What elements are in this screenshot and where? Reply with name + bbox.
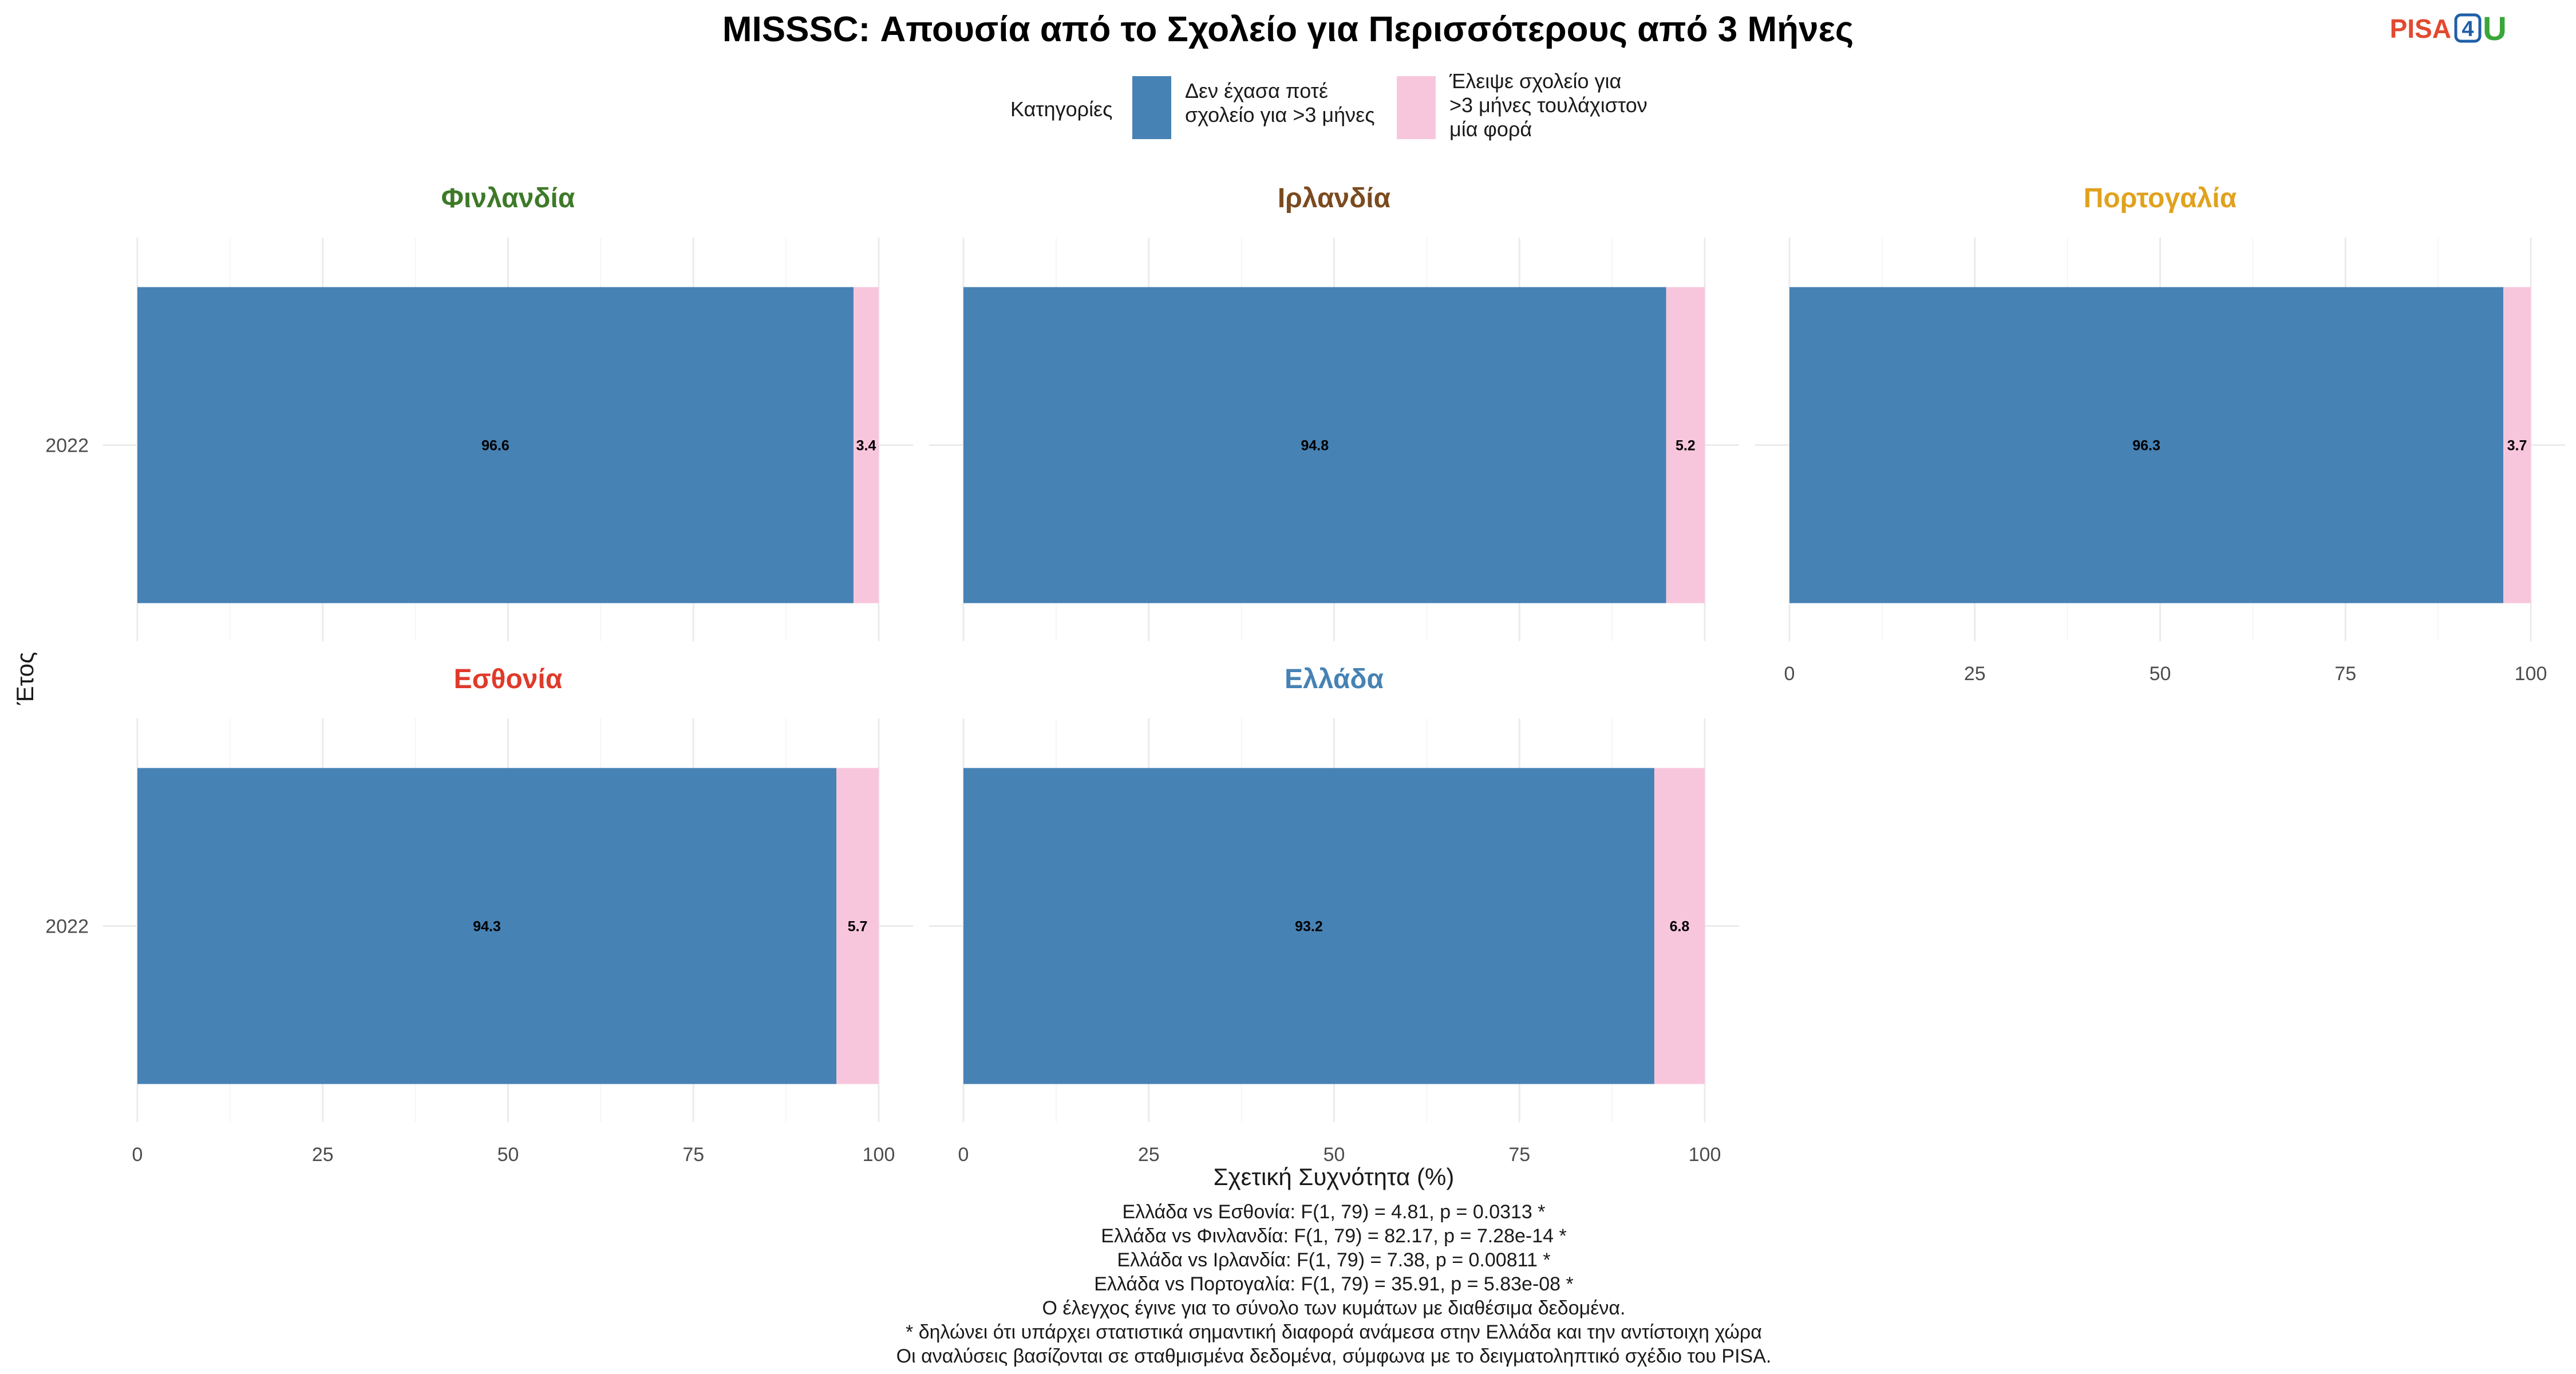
legend-label-line: Έλειψε σχολείο για [1449, 69, 1621, 93]
logo-text-four: 4 [2462, 17, 2474, 41]
legend-key-missed [1397, 76, 1436, 139]
panel-title: Ελλάδα [1285, 664, 1384, 694]
legend-label-line: σχολείο για >3 μήνες [1185, 103, 1375, 127]
x-tick-label: 50 [497, 1144, 519, 1166]
logo-four-box [2454, 13, 2482, 43]
x-tick-label: 0 [958, 1144, 969, 1166]
data-label: 5.2 [1676, 438, 1696, 454]
data-label: 3.7 [2507, 438, 2527, 454]
data-label: 93.2 [1295, 919, 1323, 935]
facet-panels: Φινλανδία 96.6 3.4 2022 Ιρλανδία 94.8 5.2 Πορτο… [45, 183, 2565, 1166]
panel-title: Ιρλανδία [1278, 183, 1391, 214]
x-tick-label: 50 [1323, 1144, 1345, 1166]
x-axis-title: Σχετική Συχνότητα (%) [1214, 1163, 1455, 1190]
panel-5: Ελλάδα 93.2 6.8 0 25 50 75 100 [929, 664, 1739, 1166]
bar-segment [1789, 287, 2504, 603]
chart-title: MISSSC: Απουσία από το Σχολείο για Περισ… [722, 10, 1854, 49]
bar-segment [963, 768, 1654, 1084]
panel-title: Φινλανδία [441, 183, 575, 214]
legend-label-never: Δεν έχασα ποτέ σχολείο για >3 μήνες [1185, 79, 1375, 127]
x-tick-label: 75 [682, 1144, 704, 1166]
legend-label-line: Δεν έχασα ποτέ [1185, 79, 1328, 102]
panel-1: Φινλανδία 96.6 3.4 2022 [45, 183, 913, 641]
x-tick-label: 25 [312, 1144, 334, 1166]
panel-title: Εσθονία [454, 664, 563, 694]
bar-segment [853, 287, 879, 603]
footnote-line: Ελλάδα vs Εσθονία: F(1, 79) = 4.81, p = … [1122, 1201, 1545, 1223]
x-tick-label: 100 [1689, 1144, 1721, 1166]
logo-text-pisa: PISA [2390, 14, 2451, 44]
data-label: 94.8 [1301, 438, 1329, 454]
legend-label-missed: Έλειψε σχολείο για >3 μήνες τουλάχιστον μί… [1449, 69, 1647, 141]
logo-text-u: U [2483, 10, 2507, 48]
data-label: 96.3 [2132, 438, 2160, 454]
data-label: 94.3 [473, 919, 501, 935]
x-tick-label: 25 [1138, 1144, 1160, 1166]
x-tick-label: 0 [1784, 663, 1795, 685]
x-tick-label: 25 [1964, 663, 1986, 685]
bar-segment [137, 287, 854, 603]
bar-segment [137, 768, 837, 1084]
x-tick-label: 75 [1508, 1144, 1530, 1166]
x-tick-label: 75 [2334, 663, 2356, 685]
x-tick-label: 100 [863, 1144, 895, 1166]
footnotes: Ελλάδα vs Εσθονία: F(1, 79) = 4.81, p = … [896, 1201, 1772, 1367]
panel-3: Πορτογαλία 96.3 3.7 0 25 50 75 100 [1755, 183, 2565, 685]
x-tick-label: 0 [132, 1144, 143, 1166]
legend-label-line: >3 μήνες τουλάχιστον [1449, 93, 1647, 117]
panel-4: Εσθονία 94.3 5.7 2022 0 25 50 75 100 [45, 664, 913, 1166]
bar-segment [836, 768, 879, 1084]
legend-key-never [1132, 76, 1171, 139]
data-label: 5.7 [848, 919, 868, 935]
pisa4u-logo: PISA 4 U [2390, 10, 2507, 48]
footnote-line: Ο έλεγχος έγινε για το σύνολο των κυμάτω… [1042, 1297, 1626, 1319]
legend-title: Κατηγορίες [1010, 97, 1113, 121]
panel-title: Πορτογαλία [2084, 183, 2237, 214]
x-tick-label: 100 [2515, 663, 2547, 685]
bar-segment [1666, 287, 1705, 603]
y-tick-label: 2022 [45, 916, 89, 938]
legend-label-line: μία φορά [1449, 117, 1532, 141]
footnote-line: Ελλάδα vs Πορτογαλία: F(1, 79) = 35.91, … [1094, 1273, 1574, 1295]
bar-segment [963, 287, 1666, 603]
data-label: 96.6 [481, 438, 509, 454]
footnote-line: Οι αναλύσεις βασίζονται σε σταθμισμένα δ… [896, 1345, 1772, 1367]
y-axis-title: Έτος [11, 652, 38, 706]
data-label: 6.8 [1670, 919, 1690, 935]
legend: Κατηγορίες Δεν έχασα ποτέ σχολείο για >3 μ… [1010, 69, 1647, 141]
data-label: 3.4 [856, 438, 876, 454]
x-tick-label: 50 [2150, 663, 2171, 685]
footnote-line: Ελλάδα vs Ιρλανδία: F(1, 79) = 7.38, p =… [1117, 1249, 1550, 1271]
footnote-line: Ελλάδα vs Φινλανδία: F(1, 79) = 82.17, p… [1101, 1225, 1566, 1247]
bar-segment [2503, 287, 2531, 603]
y-tick-label: 2022 [45, 435, 89, 457]
footnote-line: * δηλώνει ότι υπάρχει στατιστικά σημαντι… [906, 1321, 1762, 1343]
bar-segment [1654, 768, 1705, 1084]
panel-2: Ιρλανδία 94.8 5.2 [929, 183, 1739, 641]
